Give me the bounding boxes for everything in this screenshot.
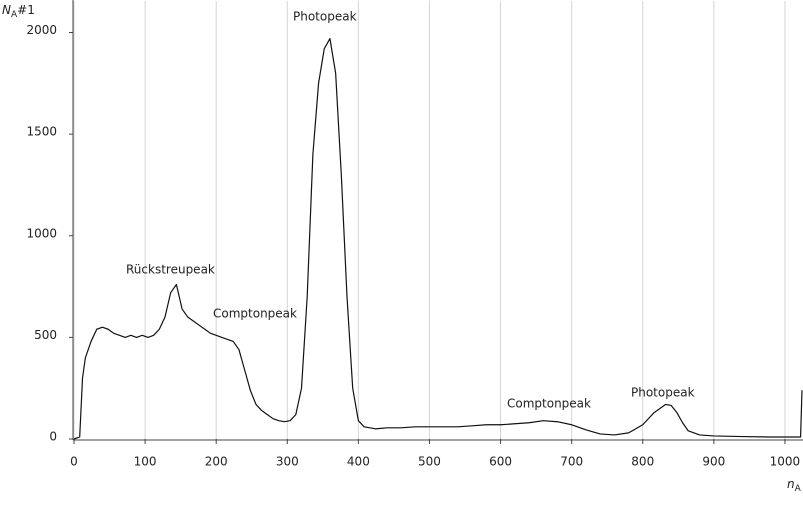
annotation: Photopeak (293, 10, 357, 24)
annotation: Comptonpeak (213, 307, 297, 321)
y-tick-label: 0 (49, 430, 57, 444)
x-tick-label: 200 (205, 455, 228, 469)
x-label-subscript: A (795, 484, 802, 494)
x-tick-label: 100 (134, 455, 157, 469)
x-tick-label: 900 (702, 455, 725, 469)
y-tick-label: 1000 (26, 226, 57, 240)
annotation: Rückstreupeak (126, 263, 215, 277)
y-tick-label: 1500 (26, 125, 57, 139)
x-tick-label: 500 (418, 455, 441, 469)
y-label-suffix: #1 (17, 3, 35, 17)
spectrum-line (73, 38, 803, 440)
y-tick-label: 500 (34, 328, 57, 342)
x-axis-label: nA (787, 477, 802, 494)
x-tick-label: 400 (347, 455, 370, 469)
x-tick-label: 1000 (770, 455, 801, 469)
y-tick-label: 2000 (26, 23, 57, 37)
x-tick-label: 0 (70, 455, 78, 469)
x-label-symbol: n (787, 477, 795, 491)
x-tick-label: 800 (631, 455, 654, 469)
y-label-subscript: A (11, 10, 18, 20)
x-tick-label: 300 (276, 455, 299, 469)
y-label-symbol: N (2, 3, 11, 17)
y-axis-label: NA#1 (2, 3, 35, 20)
x-tick-label: 700 (560, 455, 583, 469)
annotation: Comptonpeak (507, 397, 591, 411)
x-tick-label: 600 (489, 455, 512, 469)
annotation: Photopeak (631, 386, 695, 400)
